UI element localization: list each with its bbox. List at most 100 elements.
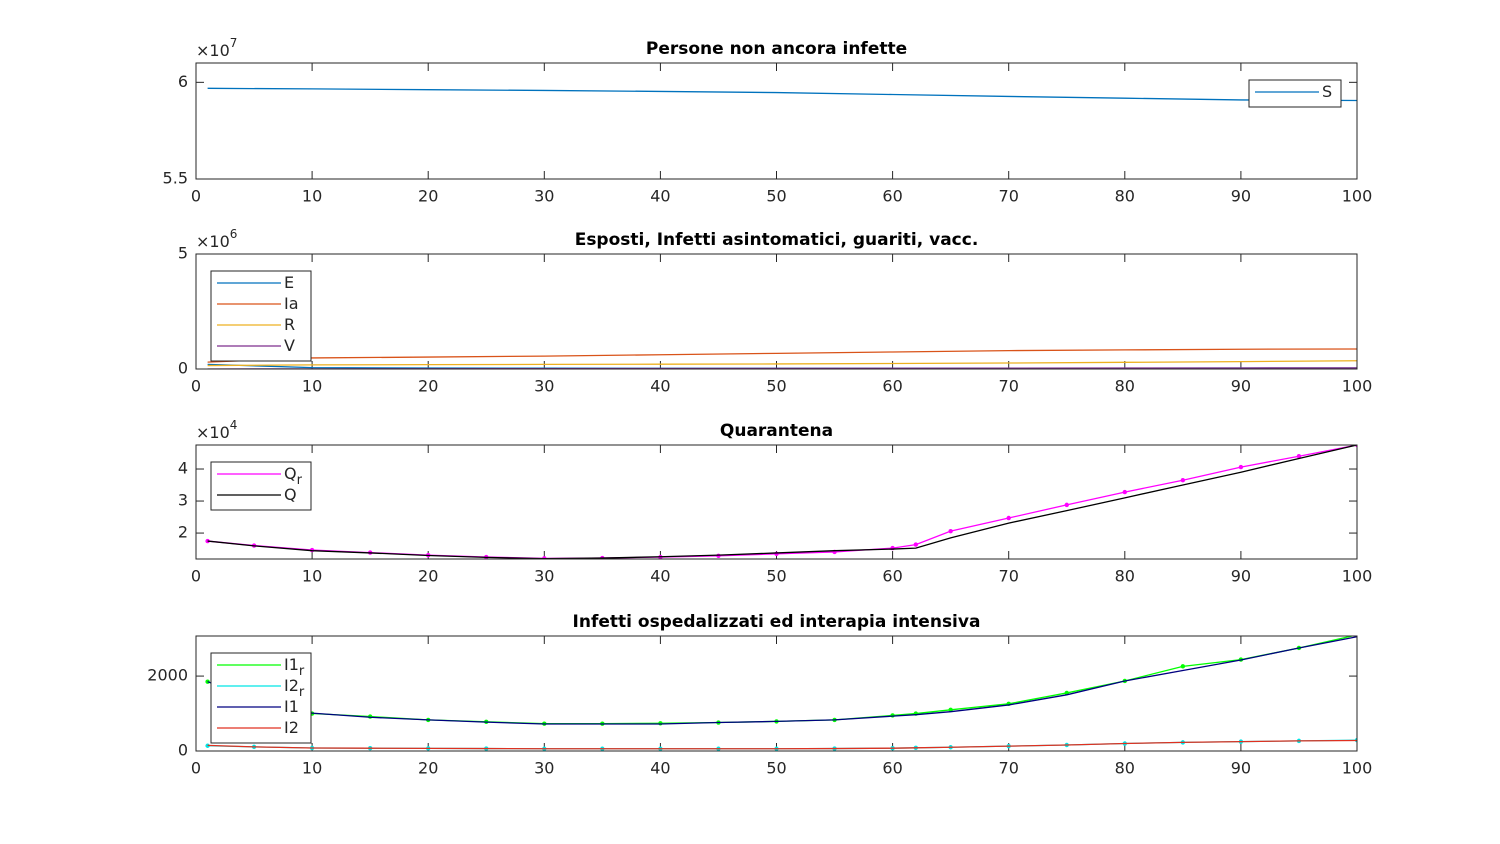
x-tick-label: 90: [1231, 567, 1251, 586]
chart-title: Esposti, Infetti asintomatici, guariti, …: [575, 230, 979, 250]
data-point: [1296, 454, 1302, 459]
legend-box: [210, 461, 312, 511]
axes-box: [195, 253, 1358, 370]
chart-title: Persone non ancora infette: [646, 39, 907, 59]
y-exponent: ×104: [196, 418, 237, 442]
data-point: [948, 528, 953, 534]
plot-area: [207, 87, 1357, 102]
legend-label: Q: [284, 485, 297, 504]
x-tick-label: 0: [191, 567, 201, 586]
x-tick-label: 10: [302, 187, 322, 206]
legend-label: I2r: [284, 676, 305, 700]
x-tick-label: 10: [302, 759, 322, 778]
x-tick-label: 0: [191, 759, 201, 778]
x-tick-label: 90: [1231, 377, 1251, 396]
x-tick-label: 60: [882, 759, 902, 778]
subplot: 0 10 20 30 40 50 60 70 80 90 100 0 5 ×106 Esposti, Inf…: [178, 227, 1372, 396]
x-tick-label: 100: [1342, 377, 1373, 396]
series-line: [207, 636, 1357, 725]
series-line: [207, 360, 1357, 367]
x-tick-label: 40: [650, 377, 670, 396]
x-tick-label: 10: [302, 377, 322, 396]
legend-label: R: [284, 315, 295, 334]
axes-background: [196, 445, 1357, 559]
axes-background: [196, 636, 1357, 751]
legend-name: I1: [284, 697, 299, 716]
subplot: 0 10 20 30 40 50 60 70 80 90 100 0 2000 Infetti osped…: [147, 612, 1372, 778]
axes-box: [195, 635, 1358, 752]
plot-area: [205, 445, 1357, 559]
legend-name: E: [284, 273, 294, 292]
x-tick-label: 80: [1115, 187, 1135, 206]
x-tick-label: 100: [1342, 187, 1373, 206]
legend-name: I1: [284, 655, 299, 674]
exponent-power: 6: [230, 227, 238, 241]
data-point: [1180, 478, 1186, 483]
axes-background: [196, 63, 1357, 179]
legend-name: Q: [284, 464, 297, 483]
legend-label: Ia: [284, 294, 299, 313]
subplot: 0 10 20 30 40 50 60 70 80 90 100 5.5 6 ×107 Persone no…: [163, 36, 1373, 206]
x-tick-label: 70: [999, 187, 1019, 206]
y-tick-label: 6: [178, 72, 188, 91]
series-line: [207, 348, 1357, 363]
axes-background: [196, 254, 1357, 369]
x-tick-label: 20: [418, 377, 438, 396]
legend: E Ia RV: [210, 270, 312, 362]
legend-label: I1r: [284, 655, 305, 679]
x-tick-label: 70: [999, 377, 1019, 396]
x-tick-label: 10: [302, 567, 322, 586]
legend-name: V: [284, 336, 295, 355]
legend-box: [1248, 79, 1342, 108]
x-tick-label: 50: [766, 377, 786, 396]
x-tick-label: 30: [534, 187, 554, 206]
x-tick-label: 80: [1115, 567, 1135, 586]
x-tick-label: 40: [650, 567, 670, 586]
legend-name: R: [284, 315, 295, 334]
y-exponent: ×107: [196, 36, 237, 60]
axes-box: [195, 62, 1358, 180]
y-tick-label: 0: [178, 741, 188, 760]
legend-name: I2: [284, 718, 299, 737]
y-exponent: ×106: [196, 227, 237, 251]
legend-box: [210, 270, 312, 362]
x-tick-label: 40: [650, 187, 670, 206]
x-tick-label: 100: [1342, 567, 1373, 586]
x-tick-label: 0: [191, 377, 201, 396]
exponent-base: ×10: [196, 41, 230, 60]
x-tick-label: 70: [999, 567, 1019, 586]
chart-title: Infetti ospedalizzati ed interapia inten…: [573, 612, 981, 632]
x-tick-label: 60: [882, 377, 902, 396]
legend-subscript: r: [299, 664, 305, 679]
x-tick-label: 70: [999, 759, 1019, 778]
data-point: [1122, 489, 1128, 495]
legend-label: E: [284, 273, 294, 292]
legend-subscript: r: [297, 473, 303, 488]
x-tick-label: 50: [766, 759, 786, 778]
x-tick-label: 50: [766, 187, 786, 206]
series-line: [207, 739, 1357, 750]
y-tick-label: 4: [178, 459, 188, 478]
x-tick-label: 30: [534, 759, 554, 778]
x-tick-label: 30: [534, 377, 554, 396]
data-point: [658, 721, 663, 726]
legend-label: V: [284, 336, 295, 355]
x-tick-label: 50: [766, 567, 786, 586]
x-tick-label: 80: [1115, 759, 1135, 778]
y-tick-label: 2000: [147, 666, 188, 685]
x-tick-label: 90: [1231, 759, 1251, 778]
y-tick-label: 3: [178, 491, 188, 510]
chart-title: Quarantena: [720, 421, 833, 441]
x-tick-label: 0: [191, 187, 201, 206]
legend-label: I2: [284, 718, 299, 737]
legend: S: [1248, 79, 1342, 108]
x-tick-label: 20: [418, 759, 438, 778]
legend-name: S: [1322, 82, 1332, 101]
exponent-base: ×10: [196, 423, 230, 442]
legend: QrQ: [210, 461, 312, 511]
legend-name: Ia: [284, 294, 299, 313]
exponent-power: 7: [230, 36, 238, 50]
